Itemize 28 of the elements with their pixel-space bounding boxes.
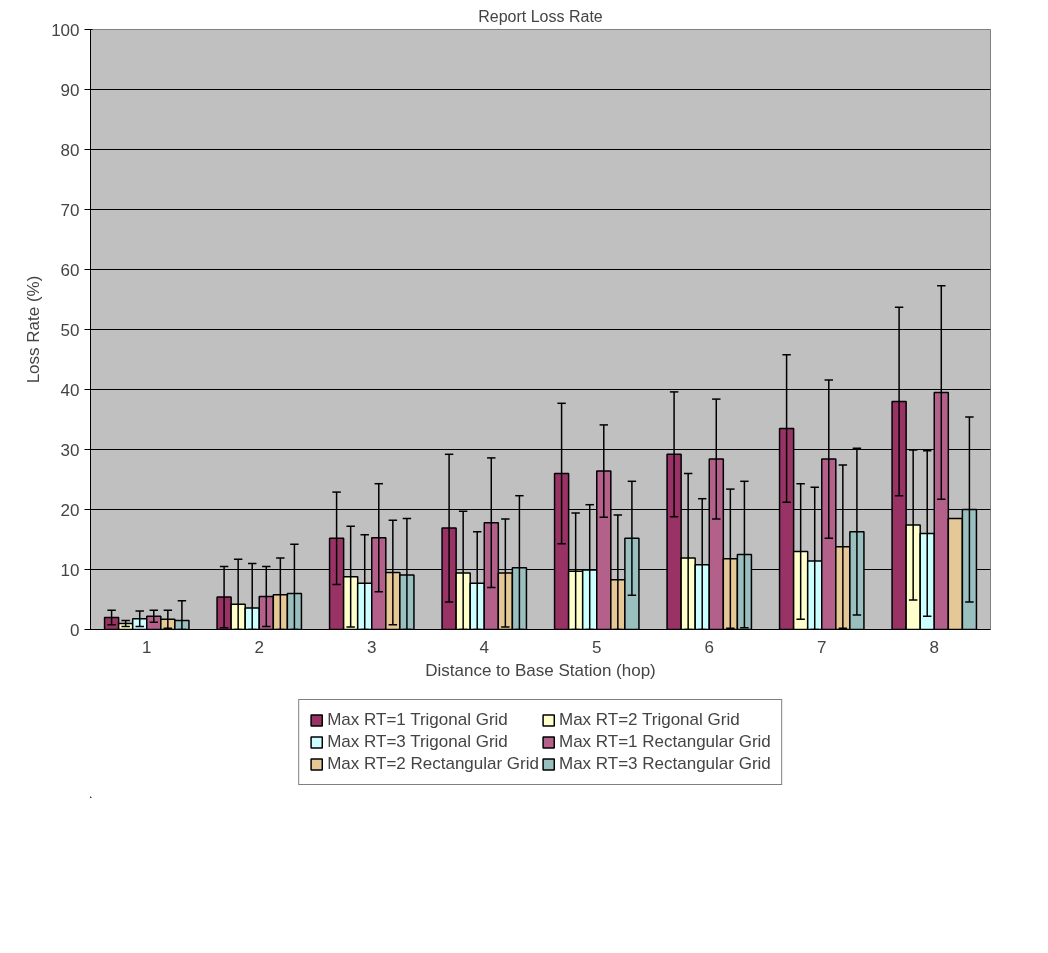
x-tick-label: 2 — [254, 637, 264, 657]
legend-label: Max RT=3 Rectangular Grid — [559, 754, 771, 774]
y-tick-label: 0 — [70, 620, 80, 640]
x-tick-label: 5 — [592, 637, 602, 657]
legend-label: Max RT=1 Trigonal Grid — [327, 710, 508, 730]
legend-label: Max RT=2 Trigonal Grid — [559, 710, 740, 730]
y-tick-label: 10 — [60, 560, 80, 580]
x-tick-label: 7 — [817, 637, 827, 657]
y-axis-title: Loss Rate (%) — [24, 275, 44, 384]
x-axis-title: Distance to Base Station (hop) — [425, 660, 656, 680]
x-tick-label: 8 — [929, 637, 939, 657]
x-tick-label: 4 — [479, 637, 489, 657]
y-tick-label: 50 — [60, 320, 80, 340]
y-tick-label: 60 — [60, 260, 80, 280]
y-tick-label: 40 — [60, 380, 80, 400]
y-tick-label: 90 — [60, 80, 80, 100]
legend-label: Max RT=1 Rectangular Grid — [559, 732, 771, 752]
y-tick-label: 100 — [51, 20, 80, 40]
y-tick-label: 30 — [60, 440, 80, 460]
x-tick-label: 1 — [142, 637, 152, 657]
chart-title: Report Loss Rate — [478, 7, 603, 25]
y-tick-label: 70 — [60, 200, 80, 220]
x-tick-label: 3 — [367, 637, 377, 657]
x-tick-label: 6 — [704, 637, 714, 657]
y-tick-label: 20 — [60, 500, 80, 520]
legend-label: Max RT=2 Rectangular Grid — [327, 754, 539, 774]
legend-label: Max RT=3 Trigonal Grid — [327, 732, 508, 752]
y-tick-label: 80 — [60, 140, 80, 160]
